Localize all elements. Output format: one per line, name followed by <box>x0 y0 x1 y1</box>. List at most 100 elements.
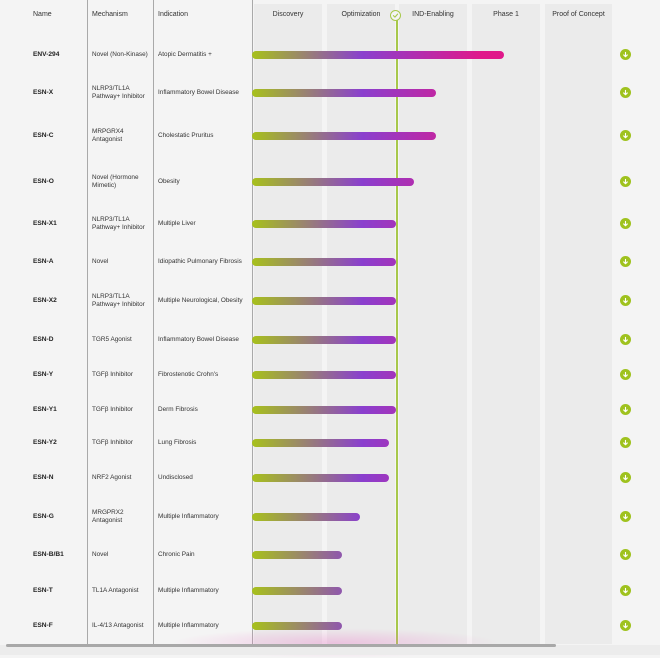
pipeline-row: ESN-T TL1A Antagonist Multiple Inflammator… <box>0 579 660 603</box>
arrow-down-icon[interactable] <box>620 256 631 267</box>
indication: Undisclosed <box>158 466 251 490</box>
program-name: ESN-Y2 <box>33 431 85 455</box>
progress-bar <box>252 89 436 97</box>
arrow-down-icon[interactable] <box>620 549 631 560</box>
mechanism: TGR5 Agonist <box>92 328 152 352</box>
program-name: ESN-F <box>33 614 85 638</box>
program-name: ESN-Y <box>33 363 85 387</box>
progress-bar <box>252 587 342 595</box>
mechanism: Novel (Non-Kinase) <box>92 43 152 67</box>
mechanism: IL-4/13 Antagonist <box>92 614 152 638</box>
progress-bar <box>252 371 396 379</box>
pipeline-row: ESN-X1 NLRP3/TL1A Pathway+ Inhibitor Multi… <box>0 212 660 236</box>
header-phase-ind-enabling: IND-Enabling <box>399 0 467 28</box>
pipeline-row: ESN-O Novel (Hormone Mimetic) Obesity <box>0 170 660 194</box>
mechanism: NLRP3/TL1A Pathway+ Inhibitor <box>92 81 152 105</box>
header-phase-proof-of-concept: Proof of Concept <box>545 0 612 28</box>
arrow-down-icon[interactable] <box>620 176 631 187</box>
mechanism: Novel (Hormone Mimetic) <box>92 170 152 194</box>
mechanism: MRGPRX2 Antagonist <box>92 505 152 529</box>
arrow-down-icon[interactable] <box>620 585 631 596</box>
program-name: ESN-A <box>33 250 85 274</box>
progress-bar <box>252 406 396 414</box>
progress-bar <box>252 258 396 266</box>
arrow-down-icon[interactable] <box>620 49 631 60</box>
arrow-down-icon[interactable] <box>620 334 631 345</box>
pipeline-row: ESN-X2 NLRP3/TL1A Pathway+ Inhibitor Multi… <box>0 289 660 313</box>
pipeline-row: ESN-G MRGPRX2 Antagonist Multiple Inflamma… <box>0 505 660 529</box>
program-name: ESN-X2 <box>33 289 85 313</box>
pipeline-row: ESN-D TGR5 Agonist Inflammatory Bowel Dise… <box>0 328 660 352</box>
progress-bar <box>252 439 389 447</box>
progress-bar <box>252 178 414 186</box>
progress-bar <box>252 336 396 344</box>
mechanism: NLRP3/TL1A Pathway+ Inhibitor <box>92 289 152 313</box>
mechanism: TGFβ Inhibitor <box>92 431 152 455</box>
progress-bar <box>252 474 389 482</box>
mechanism: MRPGRX4 Antagonist <box>92 124 152 148</box>
pipeline-row: ESN-Y1 TGFβ Inhibitor Derm Fibrosis <box>0 398 660 422</box>
program-name: ESN-C <box>33 124 85 148</box>
pipeline-row: ESN-A Novel Idiopathic Pulmonary Fibrosis <box>0 250 660 274</box>
arrow-down-icon[interactable] <box>620 130 631 141</box>
indication: Multiple Inflammatory <box>158 505 251 529</box>
indication: Fibrostenotic Crohn's <box>158 363 251 387</box>
mechanism: TGFβ Inhibitor <box>92 398 152 422</box>
arrow-down-icon[interactable] <box>620 404 631 415</box>
indication: Lung Fibrosis <box>158 431 251 455</box>
indication: Multiple Liver <box>158 212 251 236</box>
scrollbar-thumb[interactable] <box>6 644 556 647</box>
pipeline-row: ESN-Y TGFβ Inhibitor Fibrostenotic Crohn's <box>0 363 660 387</box>
program-name: ENV-294 <box>33 43 85 67</box>
pipeline-row: ENV-294 Novel (Non-Kinase) Atopic Dermatit… <box>0 43 660 67</box>
arrow-down-icon[interactable] <box>620 437 631 448</box>
program-name: ESN-X1 <box>33 212 85 236</box>
arrow-down-icon[interactable] <box>620 218 631 229</box>
arrow-down-icon[interactable] <box>620 369 631 380</box>
indication: Obesity <box>158 170 251 194</box>
progress-bar <box>252 551 342 559</box>
arrow-down-icon[interactable] <box>620 511 631 522</box>
header-indication: Indication <box>158 0 248 28</box>
mechanism: NLRP3/TL1A Pathway+ Inhibitor <box>92 212 152 236</box>
indication: Inflammatory Bowel Disease <box>158 81 251 105</box>
indication: Cholestatic Pruritus <box>158 124 251 148</box>
indication: Derm Fibrosis <box>158 398 251 422</box>
pipeline-row: ESN-N NRF2 Agonist Undisclosed <box>0 466 660 490</box>
indication: Inflammatory Bowel Disease <box>158 328 251 352</box>
pipeline-row: ESN-X NLRP3/TL1A Pathway+ Inhibitor Inflam… <box>0 81 660 105</box>
header-phase-optimization: Optimization <box>327 0 395 28</box>
progress-bar <box>252 51 504 59</box>
mechanism: Novel <box>92 250 152 274</box>
program-name: ESN-Y1 <box>33 398 85 422</box>
indication: Multiple Inflammatory <box>158 579 251 603</box>
checkmark-icon <box>390 10 401 21</box>
header-name: Name <box>33 0 83 28</box>
pipeline-row: ESN-B/B1 Novel Chronic Pain <box>0 543 660 567</box>
mechanism: TGFβ Inhibitor <box>92 363 152 387</box>
program-name: ESN-O <box>33 170 85 194</box>
progress-bar <box>252 513 360 521</box>
pipeline-row: ESN-C MRPGRX4 Antagonist Cholestatic Pruri… <box>0 124 660 148</box>
header-phase-discovery: Discovery <box>254 0 322 28</box>
mechanism: Novel <box>92 543 152 567</box>
program-name: ESN-G <box>33 505 85 529</box>
progress-bar <box>252 297 396 305</box>
header-mechanism: Mechanism <box>92 0 150 28</box>
progress-bar <box>252 220 396 228</box>
program-name: ESN-D <box>33 328 85 352</box>
program-name: ESN-X <box>33 81 85 105</box>
header-phase-1: Phase 1 <box>472 0 540 28</box>
arrow-down-icon[interactable] <box>620 472 631 483</box>
indication: Multiple Neurological, Obesity <box>158 289 251 313</box>
pipeline-row: ESN-Y2 TGFβ Inhibitor Lung Fibrosis <box>0 431 660 455</box>
program-name: ESN-T <box>33 579 85 603</box>
mechanism: TL1A Antagonist <box>92 579 152 603</box>
indication: Atopic Dermatitis + <box>158 43 251 67</box>
arrow-down-icon[interactable] <box>620 87 631 98</box>
pipeline-chart: Name Mechanism Indication Discovery Opti… <box>0 0 660 645</box>
arrow-down-icon[interactable] <box>620 620 631 631</box>
arrow-down-icon[interactable] <box>620 295 631 306</box>
program-name: ESN-N <box>33 466 85 490</box>
indication: Idiopathic Pulmonary Fibrosis <box>158 250 251 274</box>
